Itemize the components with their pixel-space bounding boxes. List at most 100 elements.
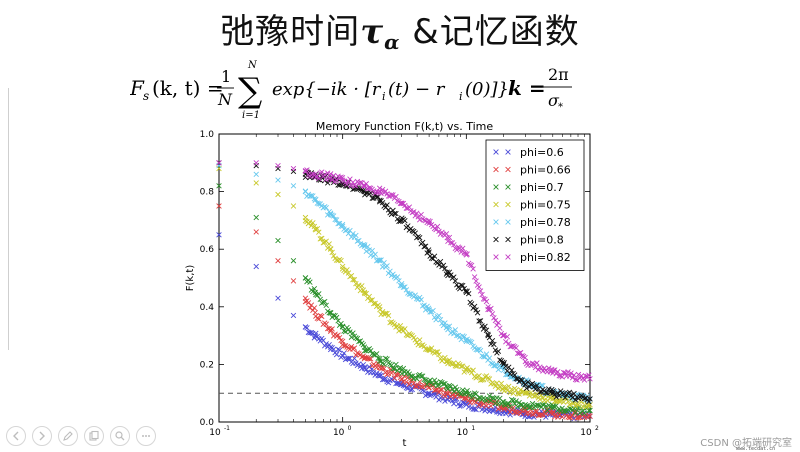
data-point	[415, 214, 421, 220]
data-point	[474, 310, 481, 316]
data-point	[359, 187, 365, 194]
data-point	[522, 354, 528, 361]
data-point	[531, 393, 537, 399]
data-point	[547, 395, 554, 402]
legend-label: phi=0.7	[520, 181, 564, 194]
data-point	[507, 403, 513, 409]
data-point	[460, 245, 466, 252]
data-point	[290, 312, 297, 319]
data-point	[381, 365, 387, 372]
data-point	[326, 176, 332, 182]
data-point	[557, 398, 564, 404]
data-point	[526, 404, 533, 411]
data-point	[492, 347, 499, 353]
data-point	[535, 402, 542, 408]
data-point	[418, 383, 424, 390]
data-point	[360, 188, 367, 194]
data-point	[376, 257, 383, 263]
legend-marker	[493, 166, 499, 173]
x-tick-exponent: 0	[348, 425, 352, 432]
data-point	[431, 387, 438, 394]
y-tick-label: 0.2	[200, 360, 214, 370]
prev-icon[interactable]	[6, 426, 26, 446]
data-point	[555, 414, 561, 420]
data-point	[460, 387, 466, 393]
data-point	[409, 373, 416, 379]
data-point	[314, 333, 321, 340]
data-point	[416, 217, 423, 223]
data-point	[523, 403, 530, 409]
legend-marker	[493, 236, 499, 243]
data-point	[538, 389, 545, 395]
data-point	[511, 409, 518, 415]
data-point	[368, 347, 374, 354]
data-point	[454, 282, 460, 288]
data-point	[491, 407, 497, 414]
data-point	[488, 403, 494, 409]
data-point	[336, 347, 343, 353]
data-point	[302, 324, 309, 330]
data-point	[427, 309, 433, 315]
data-point	[330, 213, 337, 219]
title-subscript: α	[384, 30, 401, 54]
data-point	[458, 393, 464, 399]
data-point	[422, 307, 429, 313]
zoom-icon[interactable]	[110, 426, 130, 446]
data-point	[451, 400, 457, 407]
data-point	[216, 183, 222, 189]
data-point	[566, 373, 573, 379]
formula-body-end: (0)]}	[465, 79, 509, 100]
data-point	[350, 276, 356, 283]
data-point	[526, 393, 533, 399]
data-point	[402, 217, 408, 224]
data-point	[414, 376, 420, 382]
data-point	[344, 181, 350, 187]
data-point	[508, 374, 515, 380]
data-point	[216, 160, 222, 166]
y-axis-label: F(k,t)	[185, 265, 196, 292]
data-point	[513, 398, 519, 404]
data-point	[382, 188, 389, 194]
data-point	[302, 298, 309, 305]
data-point	[465, 290, 472, 297]
data-point	[452, 278, 459, 284]
copy-icon[interactable]	[84, 426, 104, 446]
data-point	[468, 262, 475, 269]
data-point	[253, 160, 259, 166]
data-point	[480, 326, 487, 332]
data-point	[290, 165, 297, 172]
title-text: 弛豫时间	[220, 12, 361, 52]
data-point	[451, 330, 457, 337]
data-point	[584, 402, 591, 409]
data-point	[339, 263, 346, 270]
data-point	[529, 380, 536, 387]
pen-icon[interactable]	[58, 426, 78, 446]
more-icon[interactable]	[136, 426, 156, 446]
data-point	[506, 400, 512, 407]
legend-label: phi=0.8	[520, 234, 564, 247]
data-point	[387, 366, 393, 373]
data-point	[307, 219, 313, 225]
data-point	[470, 266, 476, 272]
data-point	[460, 282, 466, 289]
data-point	[446, 394, 453, 400]
data-point	[431, 377, 438, 383]
data-point	[391, 210, 398, 217]
data-point	[442, 320, 448, 326]
data-point	[379, 376, 386, 383]
data-point	[452, 327, 459, 333]
data-point	[353, 232, 359, 239]
data-point	[449, 398, 456, 404]
data-point	[514, 390, 521, 397]
data-point	[442, 398, 448, 404]
next-icon[interactable]	[32, 426, 52, 446]
data-point	[500, 359, 506, 365]
data-point	[436, 312, 442, 319]
data-point	[586, 402, 592, 409]
data-point	[307, 279, 313, 285]
legend-marker	[505, 219, 511, 225]
data-point	[571, 372, 577, 378]
data-point	[402, 284, 408, 290]
data-point	[360, 342, 367, 348]
formula-k: k =	[508, 76, 546, 100]
